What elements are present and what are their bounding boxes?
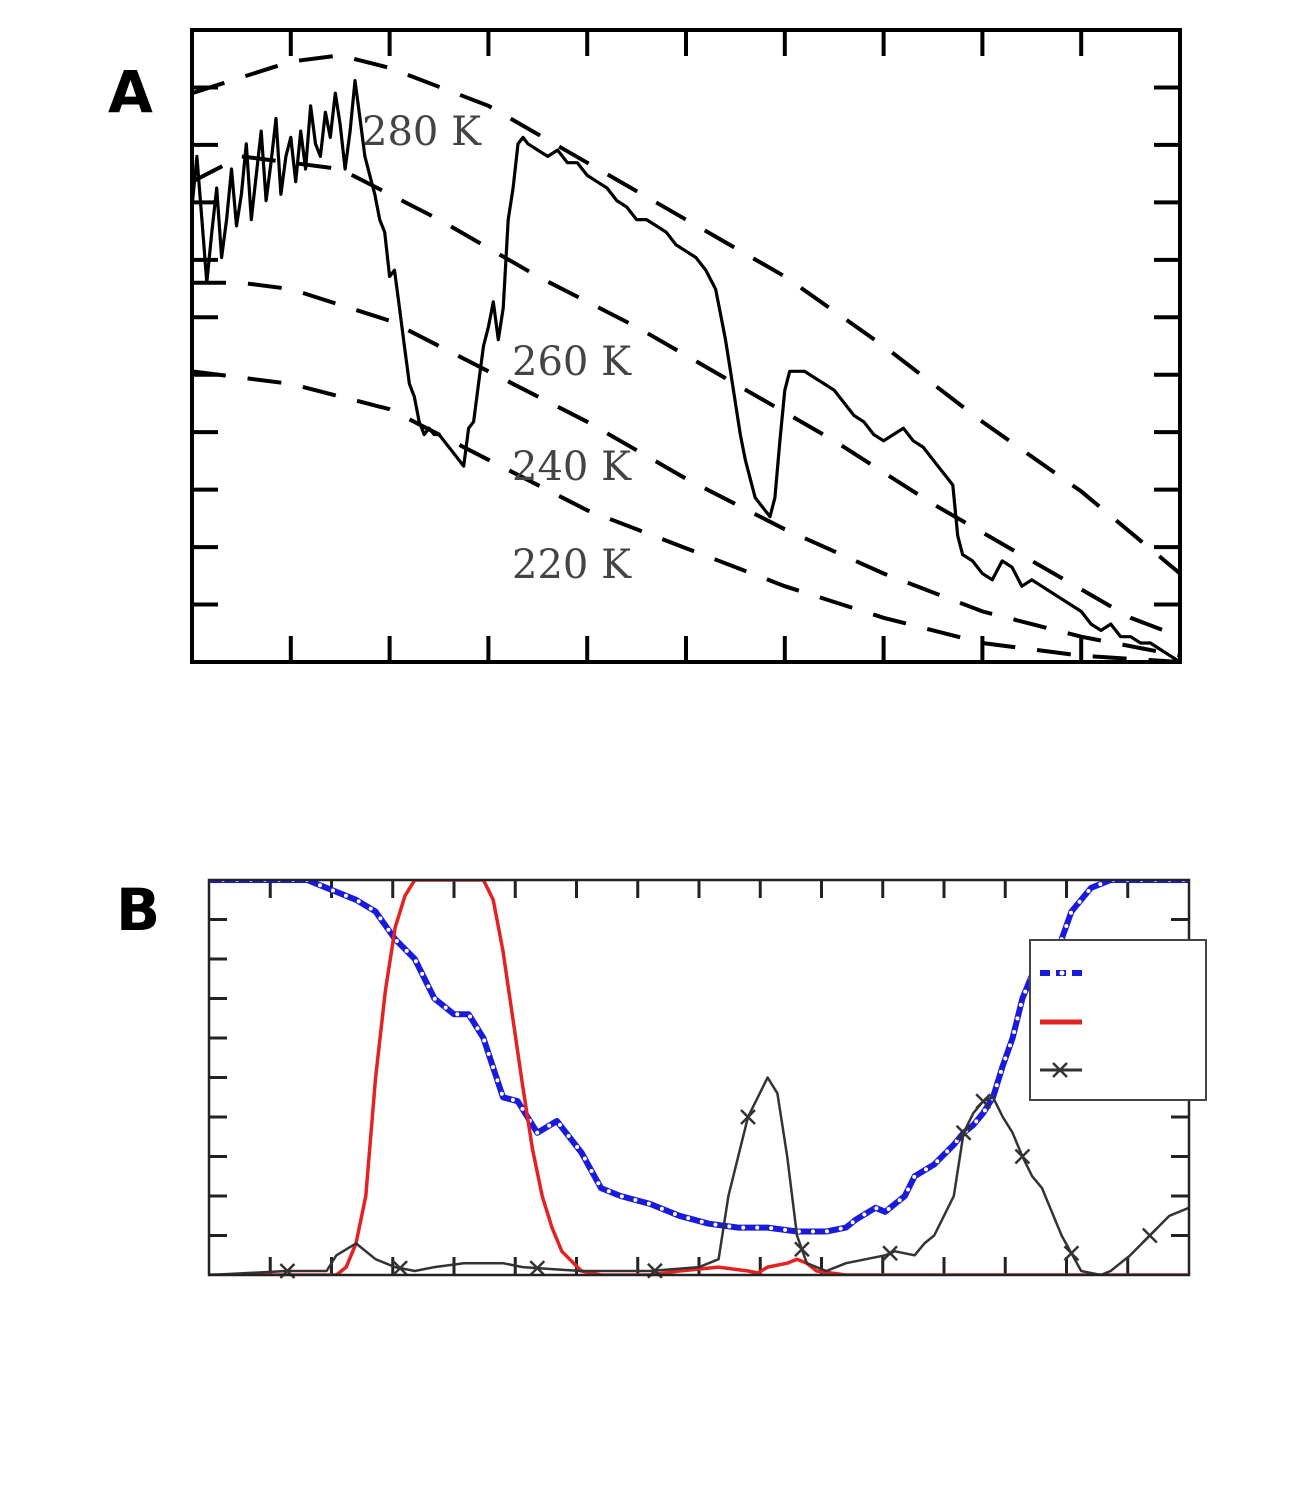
x-marker-1 xyxy=(392,1260,408,1276)
panel-a-isotherms xyxy=(192,53,1180,662)
x-marker-stroke xyxy=(975,1093,992,1110)
isotherm-curve-0 xyxy=(192,53,1180,576)
isotherm-curve-1 xyxy=(192,154,1180,639)
x-marker-stroke xyxy=(1063,1245,1080,1262)
x-marker-2 xyxy=(529,1260,546,1276)
isotherm-label-260: 260 K xyxy=(512,339,632,385)
x-marker-6 xyxy=(882,1245,898,1262)
isotherm-label-220: 220 K xyxy=(512,542,632,588)
panel-b-legend xyxy=(1029,939,1207,1101)
x-marker-stroke xyxy=(1141,1227,1158,1244)
x-marker-8 xyxy=(975,1093,992,1110)
x-marker-stroke xyxy=(882,1245,898,1262)
panel-a-frame xyxy=(190,28,1182,664)
x-marker-4 xyxy=(740,1109,756,1125)
panel-a-letter: A xyxy=(108,58,153,126)
isotherm-curve-2 xyxy=(192,280,1180,658)
isotherm-label-240: 240 K xyxy=(512,444,632,490)
x-marker-stroke xyxy=(529,1260,546,1276)
x-marker-9 xyxy=(1014,1148,1031,1165)
series-red-line xyxy=(209,880,1189,1275)
panel-b-chart xyxy=(207,878,1207,1279)
panel-a-spectrum xyxy=(192,79,1180,662)
legend-dot-blue xyxy=(1059,970,1065,976)
panel-b-letter: B xyxy=(116,876,160,944)
series-blue-dots xyxy=(209,880,1189,1234)
panel-a-chart: 280 K 260 K 240 K 220 K xyxy=(190,28,1182,664)
x-marker-stroke xyxy=(740,1109,756,1125)
x-marker-10 xyxy=(1063,1245,1080,1262)
x-marker-stroke xyxy=(794,1241,810,1258)
x-marker-stroke xyxy=(1014,1148,1031,1165)
panel-b-markers xyxy=(279,1093,1158,1279)
isotherm-curve-3 xyxy=(192,369,1180,662)
series-black-line xyxy=(209,1076,1189,1275)
x-marker-stroke xyxy=(392,1260,408,1276)
panel-b-series xyxy=(209,880,1189,1275)
x-marker-5 xyxy=(794,1241,810,1258)
legend-x-marker xyxy=(1052,1062,1068,1078)
spectrum-line-0 xyxy=(192,79,1180,662)
isotherm-label-280: 280 K xyxy=(362,109,482,155)
x-marker-stroke xyxy=(955,1124,972,1141)
x-marker-11 xyxy=(1141,1227,1158,1244)
legend-entry-black xyxy=(1040,1062,1082,1078)
legend-entry-blue xyxy=(1040,970,1082,976)
x-marker-7 xyxy=(955,1124,972,1141)
